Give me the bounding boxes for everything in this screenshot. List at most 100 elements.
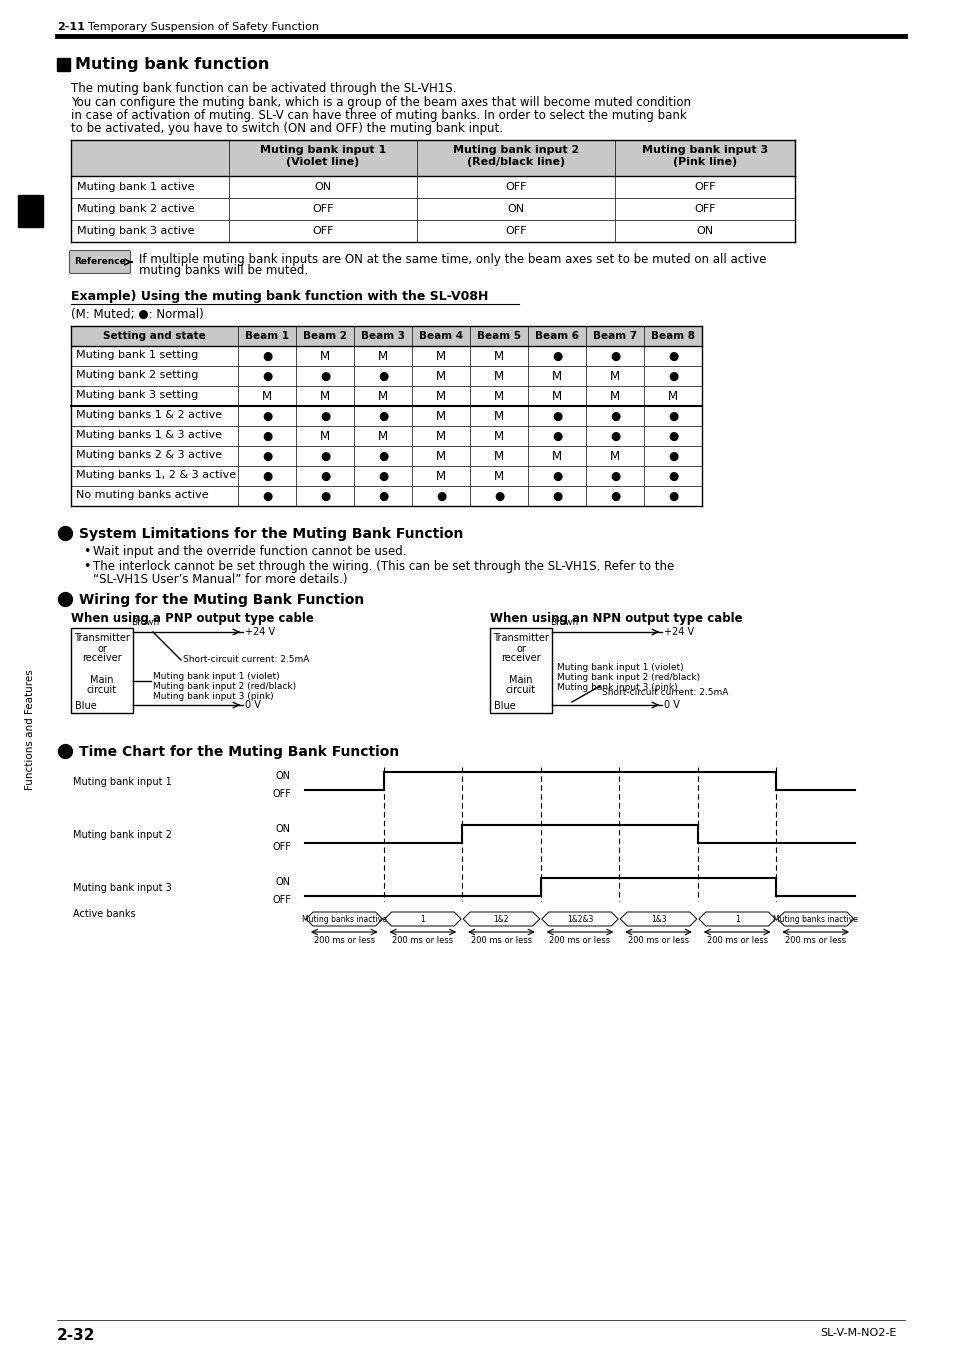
Text: ●: ● [551, 410, 561, 423]
Text: Muting bank input 1: Muting bank input 1 [73, 778, 172, 787]
Text: “SL-VH1S User’s Manual” for more details.): “SL-VH1S User’s Manual” for more details… [92, 572, 347, 586]
Text: ●: ● [609, 470, 619, 483]
Text: M: M [494, 431, 503, 443]
Text: The muting bank function can be activated through the SL-VH1S.: The muting bank function can be activate… [71, 82, 456, 94]
Text: Beam 1: Beam 1 [245, 331, 289, 342]
Text: 1&2&3: 1&2&3 [566, 914, 593, 923]
Text: Beam 4: Beam 4 [418, 331, 462, 342]
Text: 200 ms or less: 200 ms or less [314, 936, 375, 945]
Text: Brown: Brown [550, 618, 578, 626]
Text: Muting banks 1, 2 & 3 active: Muting banks 1, 2 & 3 active [76, 470, 236, 481]
Text: Example) Using the muting bank function with the SL-V08H: Example) Using the muting bank function … [71, 290, 488, 302]
Text: Muting bank input 2: Muting bank input 2 [73, 830, 172, 840]
Text: M: M [436, 390, 446, 404]
Text: M: M [319, 431, 330, 443]
Text: ●: ● [319, 410, 330, 423]
Text: M: M [494, 450, 503, 463]
Text: SL-V-M-NO2-E: SL-V-M-NO2-E [820, 1328, 896, 1338]
Text: ON: ON [696, 225, 713, 236]
Text: 2: 2 [24, 201, 37, 220]
Text: OFF: OFF [312, 204, 334, 215]
Text: M: M [377, 390, 388, 404]
Text: Muting banks 1 & 2 active: Muting banks 1 & 2 active [76, 410, 222, 420]
Text: ●: ● [377, 470, 388, 483]
Text: ●: ● [667, 490, 678, 504]
Text: ●: ● [667, 450, 678, 463]
Text: 1&2: 1&2 [493, 914, 509, 923]
Text: ●: ● [377, 410, 388, 423]
Text: Temporary Suspension of Safety Function: Temporary Suspension of Safety Function [81, 22, 318, 32]
Bar [490, 628, 552, 713]
Text: circuit: circuit [87, 684, 117, 695]
Text: Muting bank input 2: Muting bank input 2 [453, 144, 578, 155]
Text: M: M [377, 431, 388, 443]
Text: Muting banks 2 & 3 active: Muting banks 2 & 3 active [76, 450, 222, 460]
Text: The interlock cannot be set through the wiring. (This can be set through the SL-: The interlock cannot be set through the … [92, 560, 674, 572]
Polygon shape [462, 913, 539, 926]
Text: Muting bank 3 active: Muting bank 3 active [77, 225, 194, 236]
Text: 200 ms or less: 200 ms or less [471, 936, 532, 945]
Text: System Limitations for the Muting Bank Function: System Limitations for the Muting Bank F… [79, 526, 463, 541]
Bar [18, 194, 43, 227]
Text: ●: ● [551, 431, 561, 443]
Text: Muting bank input 3 (pink): Muting bank input 3 (pink) [152, 693, 274, 701]
Text: in case of activation of muting. SL-V can have three of muting banks. In order t: in case of activation of muting. SL-V ca… [71, 109, 686, 122]
Text: Main: Main [91, 675, 113, 684]
Text: ON: ON [275, 771, 291, 782]
Text: ●: ● [551, 470, 561, 483]
Text: +24 V: +24 V [663, 626, 694, 637]
Text: Functions and Features: Functions and Features [25, 670, 35, 790]
Text: (Red/black line): (Red/black line) [466, 157, 564, 167]
Text: ●: ● [319, 490, 330, 504]
Text: When using a PNP output type cable: When using a PNP output type cable [71, 612, 314, 625]
Text: OFF: OFF [272, 842, 291, 852]
Polygon shape [777, 913, 853, 926]
Text: M: M [319, 350, 330, 363]
Text: M: M [494, 390, 503, 404]
Text: Muting banks inactive: Muting banks inactive [773, 914, 858, 923]
Text: OFF: OFF [272, 788, 291, 799]
Text: M: M [667, 390, 678, 404]
Text: Muting bank 1 setting: Muting bank 1 setting [76, 350, 198, 360]
Text: Brown: Brown [131, 618, 159, 626]
Text: M: M [609, 370, 619, 383]
Text: Muting bank input 1: Muting bank input 1 [259, 144, 386, 155]
Text: ●: ● [262, 431, 272, 443]
Text: M: M [436, 431, 446, 443]
Text: Reference: Reference [74, 258, 126, 266]
Text: M: M [436, 470, 446, 483]
Text: Beam 2: Beam 2 [303, 331, 347, 342]
Text: Beam 8: Beam 8 [650, 331, 695, 342]
Text: ●: ● [319, 450, 330, 463]
Text: 200 ms or less: 200 ms or less [627, 936, 688, 945]
Text: M: M [377, 350, 388, 363]
Text: Transmitter: Transmitter [74, 633, 130, 643]
Text: ●: ● [262, 410, 272, 423]
Text: 200 ms or less: 200 ms or less [392, 936, 453, 945]
Text: M: M [494, 370, 503, 383]
Text: Wiring for the Muting Bank Function: Wiring for the Muting Bank Function [79, 593, 364, 608]
Text: OFF: OFF [312, 225, 334, 236]
Bar [71, 325, 701, 346]
Text: 1: 1 [420, 914, 425, 923]
Text: Muting banks 1 & 3 active: Muting banks 1 & 3 active [76, 431, 222, 440]
Text: Time Chart for the Muting Bank Function: Time Chart for the Muting Bank Function [79, 745, 399, 759]
Text: M: M [609, 390, 619, 404]
Text: ●: ● [551, 490, 561, 504]
Text: M: M [262, 390, 272, 404]
Text: Active banks: Active banks [73, 909, 135, 919]
Text: Muting bank input 3: Muting bank input 3 [641, 144, 767, 155]
Text: or: or [516, 644, 525, 653]
Text: ●: ● [377, 370, 388, 383]
Text: circuit: circuit [505, 684, 536, 695]
Bar [57, 58, 70, 72]
Text: ON: ON [275, 824, 291, 834]
Text: ●: ● [609, 490, 619, 504]
Text: •: • [83, 545, 91, 558]
Text: Blue: Blue [494, 701, 516, 711]
Text: Muting bank 3 setting: Muting bank 3 setting [76, 390, 198, 400]
Text: ●: ● [667, 370, 678, 383]
Text: Beam 6: Beam 6 [535, 331, 578, 342]
Text: OFF: OFF [694, 182, 715, 192]
Text: M: M [436, 370, 446, 383]
